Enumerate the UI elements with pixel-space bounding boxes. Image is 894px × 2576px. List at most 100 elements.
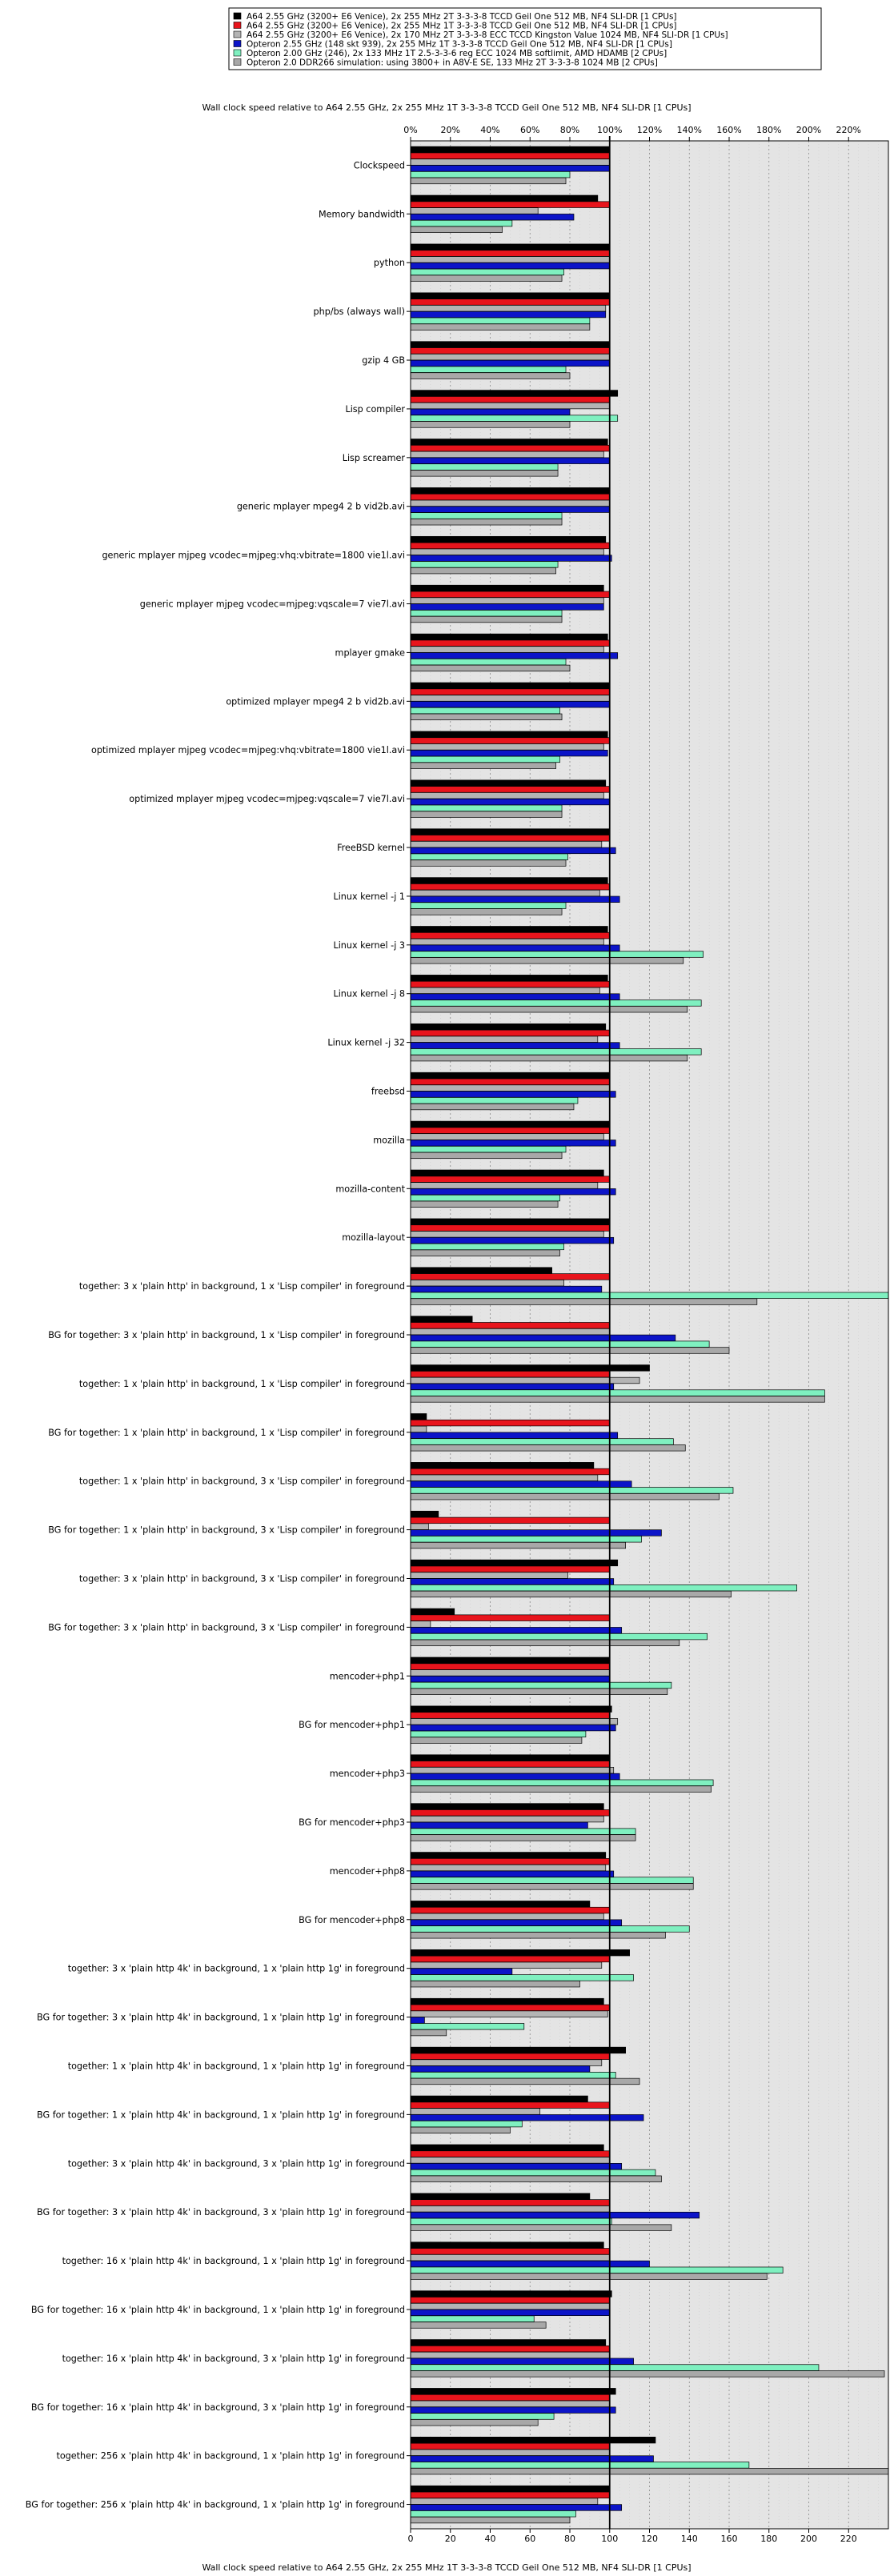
bar [410, 1042, 620, 1049]
bar [410, 1396, 825, 1403]
bar [410, 755, 560, 763]
bar [410, 889, 600, 897]
bar [410, 957, 684, 964]
bar [410, 1078, 611, 1085]
bar [410, 701, 611, 708]
bar [410, 243, 611, 250]
x-tick-label-bottom: 40 [485, 2534, 496, 2544]
bar [410, 1761, 611, 1768]
bar [410, 194, 599, 202]
bar [410, 1364, 650, 1372]
category-label: mozilla-layout [342, 1232, 405, 1243]
bar [410, 1267, 552, 1274]
bar [410, 567, 556, 575]
bar [410, 2072, 616, 2079]
bar [410, 2394, 611, 2402]
bar [410, 1072, 611, 1080]
x-tick-label-top: 80% [560, 125, 579, 135]
bar [410, 548, 604, 555]
bar [410, 493, 611, 501]
bar [410, 323, 591, 331]
bar [410, 1669, 611, 1677]
category-label: optimized mplayer mjpeg vcodec=mjpeg:vhq… [91, 745, 405, 755]
bar [410, 1316, 473, 1323]
bar [410, 1621, 431, 1628]
category-label: together: 16 x 'plain http 4k' in backgr… [62, 2354, 405, 2364]
bar [410, 1249, 560, 1256]
bar [410, 1767, 615, 1774]
bar [410, 2510, 576, 2518]
bar [410, 1468, 611, 1476]
bar [410, 1608, 455, 1616]
category-label: BG for together: 3 x 'plain http' in bac… [48, 1622, 405, 1633]
bar [410, 1145, 567, 1153]
bar [410, 2346, 611, 2353]
bar [410, 1487, 734, 1494]
bar [410, 201, 611, 208]
plot-frame [410, 140, 889, 2530]
bar [410, 792, 604, 799]
bar [410, 1444, 686, 1452]
bar [410, 1462, 595, 1469]
x-tick-label-bottom: 120 [641, 2534, 658, 2544]
bar [410, 1681, 672, 1689]
bar [410, 762, 556, 769]
legend-entry: Opteron 2.0 DDR266 simulation: using 380… [247, 58, 658, 68]
bar [410, 2004, 611, 2012]
category-label: freebsd [371, 1087, 405, 1097]
x-tick-label-bottom: 0 [408, 2534, 414, 2544]
bar [410, 1383, 615, 1390]
bar [410, 1097, 579, 1104]
bar [410, 2370, 885, 2378]
category-label: php/bs (always wall) [314, 306, 405, 317]
category-label: BG for together: 3 x 'plain http 4k' in … [37, 2207, 405, 2217]
bar [410, 931, 611, 939]
x-tick-label-top: 140% [677, 125, 702, 135]
bar [410, 1474, 599, 1481]
bar [410, 2468, 889, 2475]
bar [410, 1371, 611, 1378]
x-tick-label-bottom: 60 [524, 2534, 535, 2544]
category-label: together: 16 x 'plain http 4k' in backgr… [62, 2256, 405, 2266]
category-label: BG for together: 16 x 'plain http 4k' in… [31, 2305, 405, 2315]
bar [410, 390, 619, 397]
plot-area: 0% 0 20% 20 40% 40 60% 60 80% 80 100% 100 120% 120 140… [26, 125, 889, 2544]
bar [410, 2101, 611, 2109]
bar [410, 1657, 611, 1664]
legend-swatch [233, 40, 242, 47]
category-label: Memory bandwidth [319, 209, 405, 219]
bar [410, 804, 563, 811]
bar [410, 1438, 674, 1445]
bar [410, 682, 611, 689]
bar [410, 1883, 694, 1890]
bar [410, 1785, 712, 1793]
bar [410, 828, 611, 835]
bar [410, 1176, 611, 1183]
category-label: Lisp screamer [343, 453, 406, 463]
bar [410, 152, 611, 159]
bar [410, 2126, 511, 2134]
bar [410, 146, 611, 154]
category-label: mozilla-content [335, 1184, 405, 1194]
bar [410, 987, 600, 994]
bar [410, 1516, 611, 1524]
x-tick-label-top: 40% [480, 125, 499, 135]
bar [410, 1737, 583, 1744]
bar [410, 2053, 611, 2060]
bar [410, 268, 564, 276]
bar [410, 2169, 656, 2177]
bar [410, 487, 611, 495]
bar [410, 1006, 688, 1013]
bar [410, 779, 607, 787]
bar [410, 1852, 607, 1859]
bar [410, 811, 563, 818]
bar [410, 2322, 547, 2329]
bar [410, 895, 620, 903]
bar [410, 951, 704, 958]
category-label: BG for together: 256 x 'plain http 4k' i… [26, 2500, 405, 2510]
bar [410, 1997, 604, 2005]
bar [410, 256, 611, 263]
x-tick-label-top: 120% [637, 125, 662, 135]
bar [410, 786, 611, 793]
bar [410, 2297, 611, 2304]
